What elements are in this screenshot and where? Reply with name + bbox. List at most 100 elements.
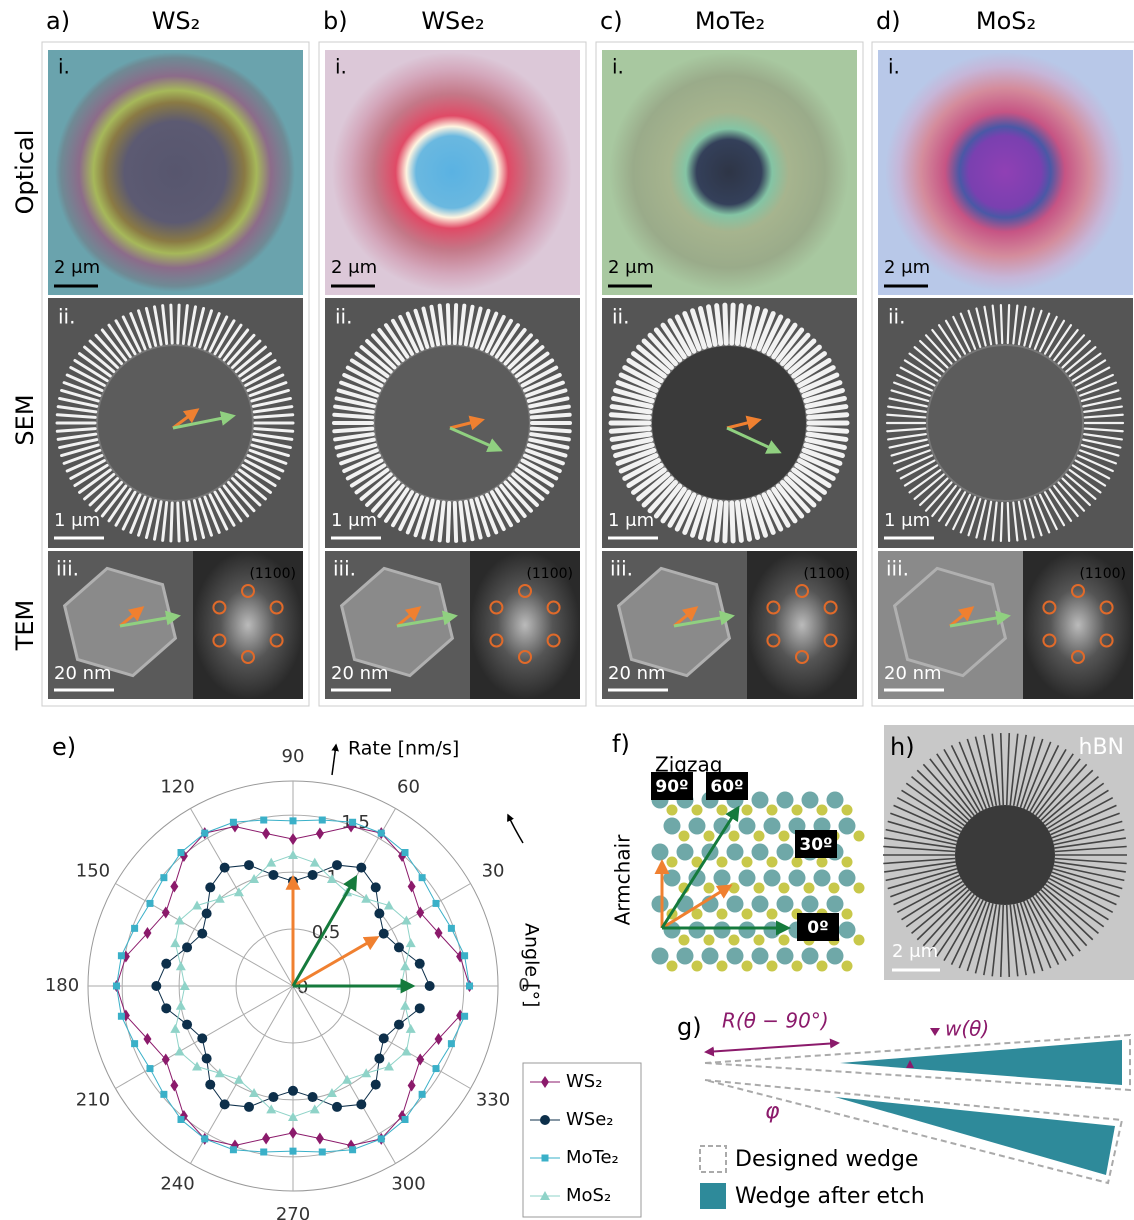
- atom-chalcogen: [817, 805, 828, 816]
- angle-label: 0º: [807, 918, 828, 938]
- data-point: [202, 1053, 212, 1063]
- sem-spoke: [334, 429, 372, 432]
- atom-chalcogen: [754, 883, 765, 894]
- atom-chalcogen: [779, 883, 790, 894]
- scale-bar-label: 20 nm: [884, 663, 942, 684]
- data-point: [379, 929, 389, 939]
- data-point: [400, 1001, 410, 1010]
- atom-metal: [739, 870, 756, 887]
- data-point: [374, 909, 384, 919]
- material-title: WSe₂: [421, 7, 484, 35]
- width-label: w(θ): [945, 1017, 989, 1041]
- data-point: [419, 874, 426, 881]
- theta-tick-label: 300: [391, 1173, 425, 1194]
- sem-spoke: [171, 305, 172, 343]
- data-point: [384, 900, 394, 909]
- panel-label: d): [876, 7, 901, 35]
- data-point: [230, 819, 237, 826]
- data-point: [356, 863, 366, 873]
- data-point: [143, 1033, 151, 1045]
- atom-chalcogen: [767, 909, 778, 920]
- subpanel-tag: ii.: [335, 305, 352, 329]
- data-point: [379, 1033, 389, 1043]
- panel-label: c): [600, 7, 623, 35]
- data-point: [262, 827, 270, 839]
- atom-metal: [789, 870, 806, 887]
- sem-spoke: [532, 429, 570, 432]
- theta-tick-label: 90: [282, 746, 305, 767]
- data-point: [316, 1133, 324, 1145]
- optical-flake: [609, 52, 849, 292]
- optical-flake: [55, 52, 295, 292]
- angle-label: 90º: [655, 777, 688, 797]
- data-point: [435, 927, 443, 939]
- data-point: [402, 1116, 409, 1123]
- scale-bar-label: 1 μm: [884, 510, 930, 531]
- subpanel-tag: ii.: [58, 305, 75, 329]
- theta-tick-label: 60: [397, 777, 420, 798]
- data-point: [268, 1092, 278, 1102]
- sem-disk: [374, 345, 530, 501]
- fft-label: (1100): [249, 566, 296, 582]
- data-point: [262, 1133, 270, 1145]
- data-point: [197, 929, 207, 939]
- data-point: [205, 882, 215, 892]
- scale-bar-label: 1 μm: [54, 510, 100, 531]
- legend-swatch: [700, 1146, 726, 1172]
- legend-label: Wedge after etch: [735, 1184, 925, 1209]
- data-point: [433, 1065, 440, 1072]
- data-point: [406, 1024, 416, 1033]
- data-point: [182, 942, 192, 952]
- atom-chalcogen: [779, 831, 790, 842]
- row-label: TEM: [11, 600, 39, 652]
- data-point: [131, 925, 138, 932]
- atom-metal: [777, 948, 794, 965]
- r-axis-label: Rate [nm/s]: [348, 738, 459, 760]
- data-point: [170, 1080, 178, 1092]
- data-point: [234, 1075, 244, 1084]
- atom-metal: [827, 948, 844, 965]
- material-title: MoS₂: [976, 7, 1036, 35]
- data-point: [170, 1024, 180, 1033]
- data-point: [289, 833, 297, 845]
- legend-marker: [540, 1115, 550, 1125]
- data-point: [289, 1127, 297, 1139]
- data-point: [461, 1013, 468, 1020]
- atom-metal: [727, 896, 744, 913]
- sem-spoke: [448, 503, 449, 541]
- data-point: [220, 1099, 230, 1109]
- data-point: [319, 1148, 326, 1155]
- angle-label: 30º: [799, 835, 832, 855]
- atom-metal: [777, 792, 794, 809]
- data-point: [378, 1135, 385, 1142]
- atom-chalcogen: [667, 857, 678, 868]
- data-point: [244, 860, 254, 870]
- atom-metal: [802, 948, 819, 965]
- data-point: [349, 819, 356, 826]
- data-point: [308, 870, 318, 880]
- data-point: [151, 981, 161, 991]
- theta-axis-label: Angle [°]: [521, 923, 543, 1007]
- data-point: [408, 1080, 416, 1092]
- row-label: SEM: [11, 394, 39, 445]
- atom-chalcogen: [767, 857, 778, 868]
- atom-chalcogen: [742, 805, 753, 816]
- legend-label: MoS₂: [566, 1185, 611, 1206]
- fft-label: (1100): [1079, 566, 1126, 582]
- atom-chalcogen: [817, 961, 828, 972]
- fft-label: (1100): [526, 566, 573, 582]
- atom-metal: [839, 818, 856, 835]
- fft-label: (1100): [803, 566, 850, 582]
- atom-metal: [814, 870, 831, 887]
- sem-spoke: [809, 415, 847, 418]
- material-label: hBN: [1079, 735, 1125, 760]
- atom-chalcogen: [842, 805, 853, 816]
- direction-arrow: [293, 878, 356, 986]
- axis-arrow: [508, 815, 523, 843]
- data-point: [266, 858, 276, 867]
- theta-tick-label: 210: [76, 1090, 110, 1111]
- data-point: [146, 1065, 153, 1072]
- data-point: [406, 938, 416, 947]
- atom-metal: [677, 844, 694, 861]
- data-point: [113, 983, 120, 990]
